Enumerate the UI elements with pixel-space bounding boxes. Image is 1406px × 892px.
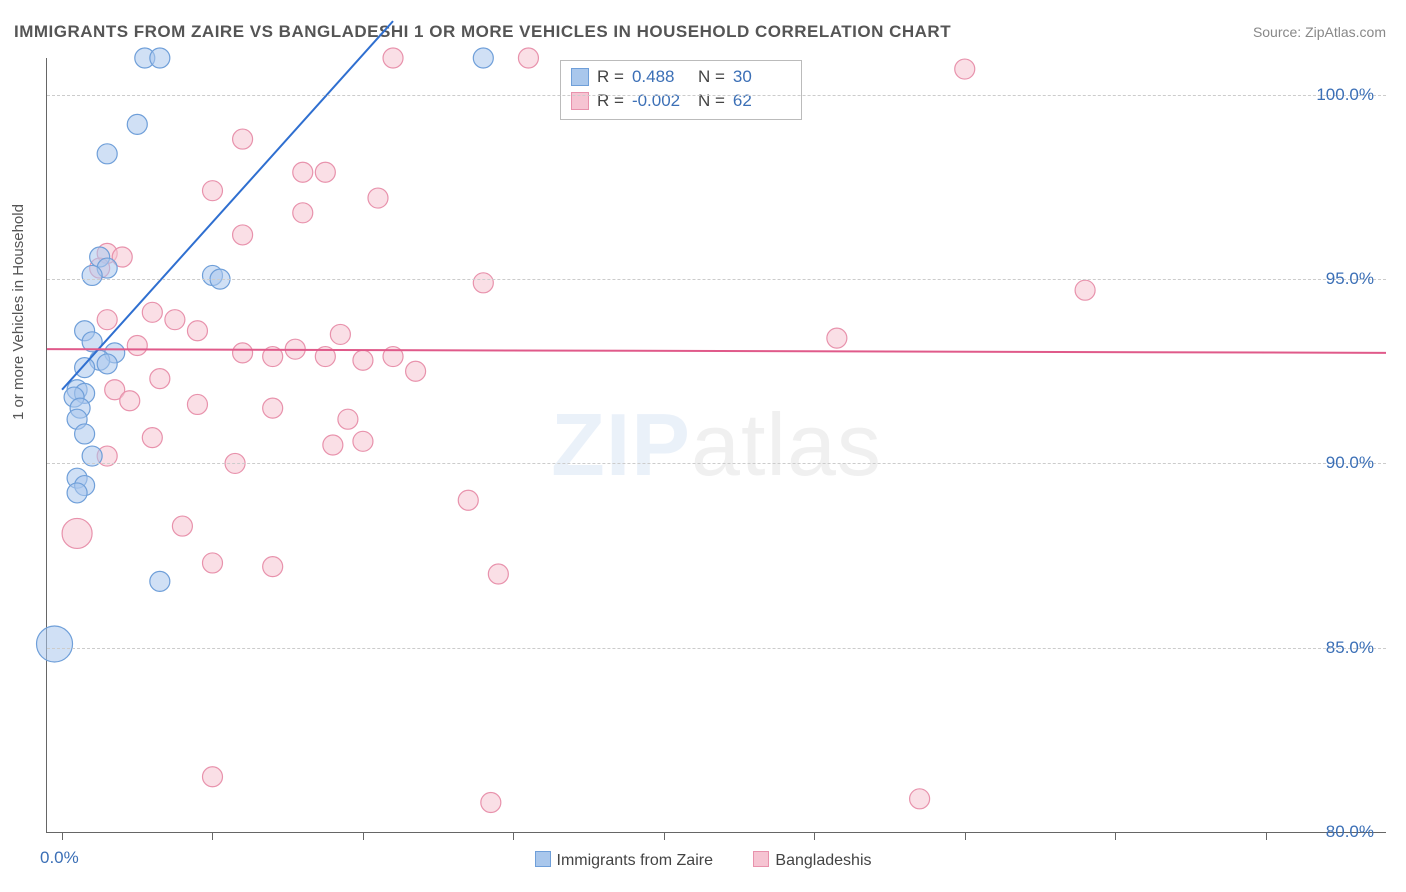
scatter-point: [187, 394, 207, 414]
y-axis-label: 1 or more Vehicles in Household: [10, 204, 27, 420]
scatter-point: [1075, 280, 1095, 300]
y-tick-label: 80.0%: [1326, 822, 1374, 842]
x-tick: [1115, 832, 1116, 840]
scatter-point: [481, 793, 501, 813]
chart-title: IMMIGRANTS FROM ZAIRE VS BANGLADESHI 1 O…: [14, 22, 951, 42]
y-tick-label: 95.0%: [1326, 269, 1374, 289]
scatter-point: [338, 409, 358, 429]
x-tick: [1266, 832, 1267, 840]
scatter-point: [827, 328, 847, 348]
legend-label-zaire: Immigrants from Zaire: [557, 852, 713, 869]
scatter-point: [233, 225, 253, 245]
scatter-point: [910, 789, 930, 809]
gridline: [47, 648, 1386, 649]
source-attribution: Source: ZipAtlas.com: [1253, 24, 1386, 40]
scatter-point: [293, 203, 313, 223]
scatter-point: [488, 564, 508, 584]
scatter-point: [368, 188, 388, 208]
x-tick: [363, 832, 364, 840]
plot-area: ZIPatlas R = 0.488 N = 30 R = -0.002 N =…: [46, 58, 1386, 833]
gridline: [47, 279, 1386, 280]
legend-swatch-bangladeshi: [753, 851, 769, 867]
x-tick: [513, 832, 514, 840]
scatter-point: [330, 324, 350, 344]
scatter-point: [518, 48, 538, 68]
scatter-point: [127, 335, 147, 355]
scatter-point: [473, 273, 493, 293]
scatter-point: [97, 144, 117, 164]
scatter-point: [150, 48, 170, 68]
scatter-point: [315, 162, 335, 182]
scatter-point: [75, 424, 95, 444]
x-tick: [212, 832, 213, 840]
x-tick: [814, 832, 815, 840]
scatter-point: [353, 431, 373, 451]
scatter-point: [353, 350, 373, 370]
scatter-point: [172, 516, 192, 536]
y-tick-label: 85.0%: [1326, 638, 1374, 658]
scatter-point: [120, 391, 140, 411]
scatter-point: [263, 398, 283, 418]
x-tick: [965, 832, 966, 840]
x-tick: [62, 832, 63, 840]
scatter-point: [383, 48, 403, 68]
scatter-point: [82, 265, 102, 285]
scatter-point: [202, 181, 222, 201]
legend-item-zaire: Immigrants from Zaire: [535, 852, 718, 869]
scatter-svg: [47, 58, 1386, 832]
scatter-point: [263, 557, 283, 577]
scatter-point: [97, 354, 117, 374]
scatter-point: [67, 483, 87, 503]
scatter-point: [75, 358, 95, 378]
scatter-point: [473, 48, 493, 68]
scatter-point: [202, 767, 222, 787]
y-tick-label: 100.0%: [1316, 85, 1374, 105]
scatter-point: [323, 435, 343, 455]
scatter-point: [62, 518, 92, 548]
scatter-point: [165, 310, 185, 330]
scatter-point: [233, 129, 253, 149]
scatter-point: [142, 428, 162, 448]
legend-label-bangladeshi: Bangladeshis: [775, 852, 871, 869]
scatter-point: [142, 302, 162, 322]
scatter-point: [406, 361, 426, 381]
y-tick-label: 90.0%: [1326, 453, 1374, 473]
scatter-point: [202, 553, 222, 573]
gridline: [47, 95, 1386, 96]
scatter-point: [293, 162, 313, 182]
x-tick: [664, 832, 665, 840]
gridline: [47, 463, 1386, 464]
bottom-legend: Immigrants from Zaire Bangladeshis: [0, 851, 1406, 870]
legend-item-bangladeshi: Bangladeshis: [753, 852, 871, 869]
scatter-point: [150, 571, 170, 591]
scatter-point: [187, 321, 207, 341]
scatter-point: [127, 114, 147, 134]
scatter-point: [97, 310, 117, 330]
scatter-point: [458, 490, 478, 510]
scatter-point: [150, 369, 170, 389]
legend-swatch-zaire: [535, 851, 551, 867]
scatter-point: [955, 59, 975, 79]
scatter-point: [233, 343, 253, 363]
scatter-point: [37, 626, 73, 662]
